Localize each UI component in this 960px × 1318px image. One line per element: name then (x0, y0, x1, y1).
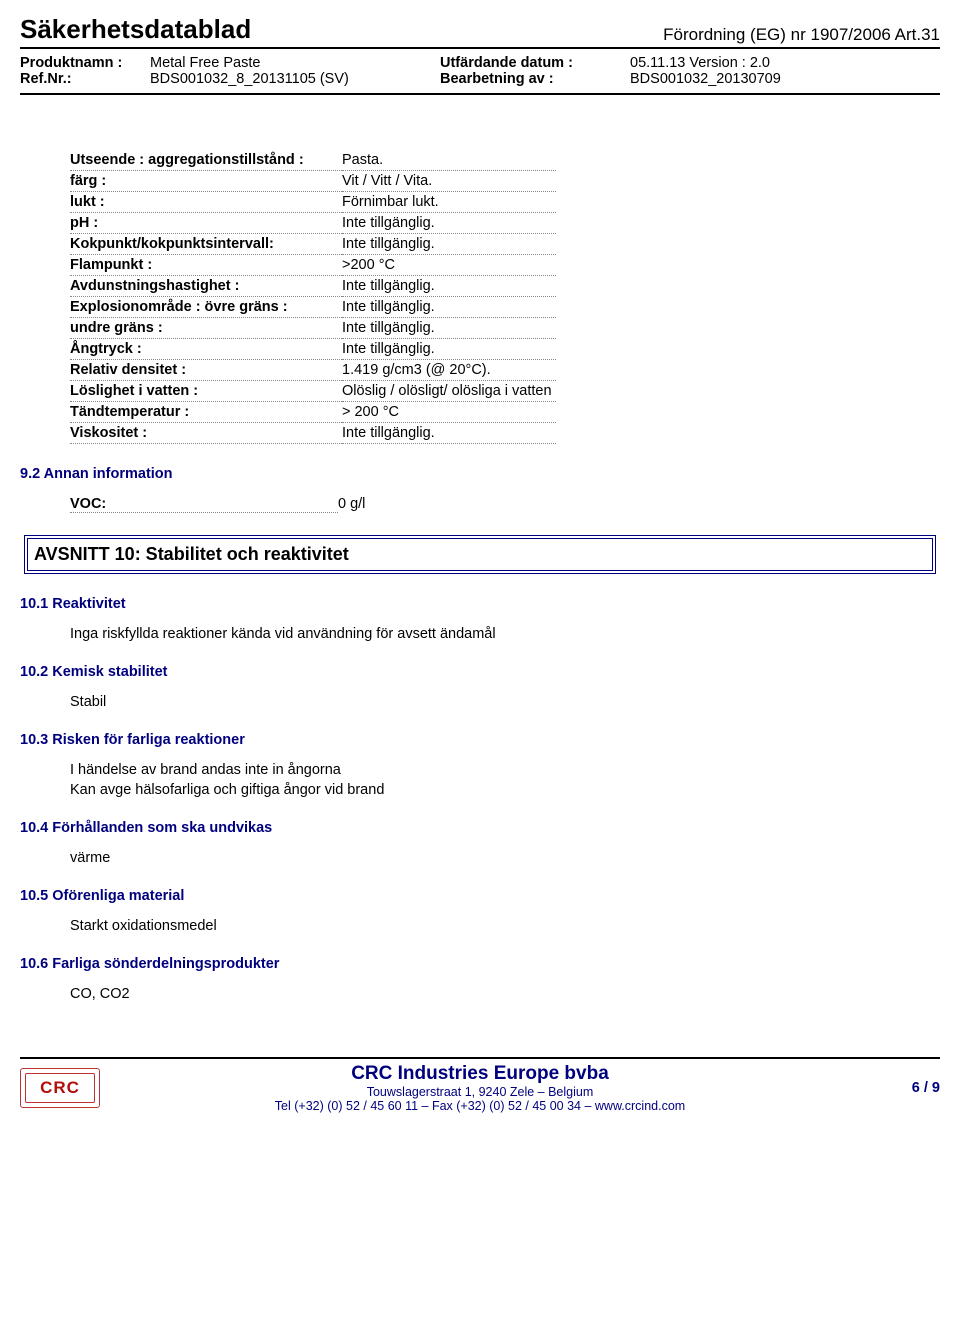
property-row: Avdunstningshastighet :Inte tillgänglig. (70, 276, 556, 297)
section-9-2-title: 9.2 Annan information (20, 466, 940, 482)
property-key: Flampunkt : (70, 255, 342, 276)
section-10-5-title: 10.5 Oförenliga material (20, 888, 940, 904)
property-row: Tändtemperatur :> 200 °C (70, 402, 556, 423)
footer-row: CRC CRC Industries Europe bvba Touwslage… (20, 1063, 940, 1113)
property-row: Viskositet :Inte tillgänglig. (70, 423, 556, 444)
property-key: pH : (70, 213, 342, 234)
section-10-3-body-2: Kan avge hälsofarliga och giftiga ångor … (70, 782, 940, 798)
section-10-4-title: 10.4 Förhållanden som ska undvikas (20, 820, 940, 836)
section-10-4-body: värme (70, 850, 940, 866)
issued-value: 05.11.13 Version : 2.0 (630, 55, 770, 71)
voc-value: 0 g/l (338, 496, 365, 513)
page: Säkerhetsdatablad Förordning (EG) nr 190… (0, 0, 960, 1002)
issued-label: Utfärdande datum : (440, 55, 630, 71)
property-row: lukt :Förnimbar lukt. (70, 192, 556, 213)
property-value: Inte tillgänglig. (342, 339, 556, 360)
property-key: Explosionområde : övre gräns : (70, 297, 342, 318)
meta-row: Produktnamn : Metal Free Paste Utfärdand… (20, 55, 940, 71)
logo: CRC (20, 1068, 100, 1108)
property-row: färg :Vit / Vitt / Vita. (70, 171, 556, 192)
section-10-1-body: Inga riskfyllda reaktioner kända vid anv… (70, 626, 940, 642)
property-key: färg : (70, 171, 342, 192)
property-key: Tändtemperatur : (70, 402, 342, 423)
properties-block: Utseende : aggregationstillstånd :Pasta.… (70, 150, 940, 444)
footer-company: CRC Industries Europe bvba (100, 1063, 860, 1085)
property-key: Viskositet : (70, 423, 342, 444)
footer: CRC CRC Industries Europe bvba Touwslage… (0, 1057, 960, 1123)
property-value: Förnimbar lukt. (342, 192, 556, 213)
ref-value: BDS001032_8_20131105 (SV) (150, 71, 440, 87)
logo-text: CRC (25, 1073, 95, 1103)
regulation-text: Förordning (EG) nr 1907/2006 Art.31 (663, 25, 940, 45)
footer-center: CRC Industries Europe bvba Touwslagerstr… (100, 1063, 860, 1113)
property-row: Löslighet i vatten :Olöslig / olösligt/ … (70, 381, 556, 402)
property-value: Inte tillgänglig. (342, 423, 556, 444)
property-row: Kokpunkt/kokpunktsintervall:Inte tillgän… (70, 234, 556, 255)
meta-row: Ref.Nr.: BDS001032_8_20131105 (SV) Bearb… (20, 71, 940, 87)
footer-divider (20, 1057, 940, 1059)
property-value: Inte tillgänglig. (342, 276, 556, 297)
property-value: Inte tillgänglig. (342, 213, 556, 234)
header-top: Säkerhetsdatablad Förordning (EG) nr 190… (20, 14, 940, 49)
section-10-heading-box: AVSNITT 10: Stabilitet och reaktivitet (24, 535, 936, 574)
property-key: undre gräns : (70, 318, 342, 339)
section-10-6-body: CO, CO2 (70, 986, 940, 1002)
property-key: Ångtryck : (70, 339, 342, 360)
properties-table: Utseende : aggregationstillstånd :Pasta.… (70, 150, 556, 444)
property-row: Ångtryck :Inte tillgänglig. (70, 339, 556, 360)
property-key: Utseende : aggregationstillstånd : (70, 150, 342, 171)
page-number: 6 / 9 (860, 1080, 940, 1096)
property-value: >200 °C (342, 255, 556, 276)
property-value: > 200 °C (342, 402, 556, 423)
product-label: Produktnamn : (20, 55, 150, 71)
header-meta: Produktnamn : Metal Free Paste Utfärdand… (20, 55, 940, 95)
section-10-1-title: 10.1 Reaktivitet (20, 596, 940, 612)
worked-label: Bearbetning av : (440, 71, 630, 87)
product-value: Metal Free Paste (150, 55, 440, 71)
section-10-3-body-1: I händelse av brand andas inte in ångorn… (70, 762, 940, 778)
section-10-2-title: 10.2 Kemisk stabilitet (20, 664, 940, 680)
section-10-5-body: Starkt oxidationsmedel (70, 918, 940, 934)
property-row: pH :Inte tillgänglig. (70, 213, 556, 234)
property-row: undre gräns :Inte tillgänglig. (70, 318, 556, 339)
footer-address-2: Tel (+32) (0) 52 / 45 60 11 – Fax (+32) … (100, 1099, 860, 1113)
property-key: Kokpunkt/kokpunktsintervall: (70, 234, 342, 255)
section-10-6-title: 10.6 Farliga sönderdelningsprodukter (20, 956, 940, 972)
property-key: lukt : (70, 192, 342, 213)
property-key: Relativ densitet : (70, 360, 342, 381)
property-value: Vit / Vitt / Vita. (342, 171, 556, 192)
property-value: Pasta. (342, 150, 556, 171)
worked-value: BDS001032_20130709 (630, 71, 781, 87)
property-value: Inte tillgänglig. (342, 234, 556, 255)
doc-title: Säkerhetsdatablad (20, 14, 251, 45)
property-value: Inte tillgänglig. (342, 297, 556, 318)
property-key: Löslighet i vatten : (70, 381, 342, 402)
property-key: Avdunstningshastighet : (70, 276, 342, 297)
section-10-3-title: 10.3 Risken för farliga reaktioner (20, 732, 940, 748)
voc-row: VOC: 0 g/l (70, 496, 940, 513)
voc-label: VOC: (70, 496, 338, 513)
section-10-2-body: Stabil (70, 694, 940, 710)
property-value: Inte tillgänglig. (342, 318, 556, 339)
property-value: Olöslig / olösligt/ olösliga i vatten (342, 381, 556, 402)
property-row: Flampunkt :>200 °C (70, 255, 556, 276)
footer-address-1: Touwslagerstraat 1, 9240 Zele – Belgium (100, 1085, 860, 1099)
property-row: Relativ densitet :1.419 g/cm3 (@ 20°C). (70, 360, 556, 381)
property-row: Utseende : aggregationstillstånd :Pasta. (70, 150, 556, 171)
property-value: 1.419 g/cm3 (@ 20°C). (342, 360, 556, 381)
ref-label: Ref.Nr.: (20, 71, 150, 87)
property-row: Explosionområde : övre gräns :Inte tillg… (70, 297, 556, 318)
